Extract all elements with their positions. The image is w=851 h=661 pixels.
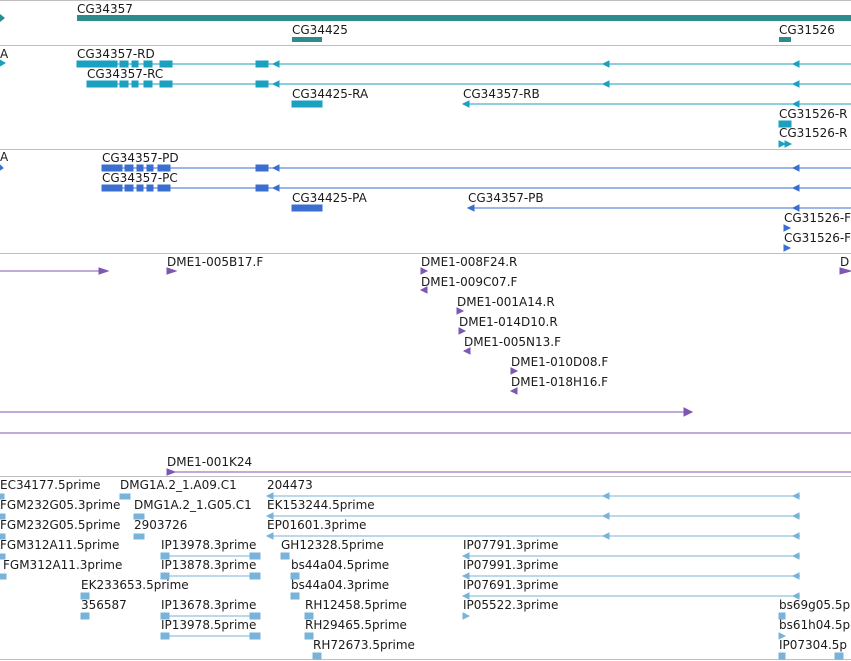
est-label[interactable]: RH29465.5prime <box>305 618 407 632</box>
bac-label[interactable]: DME1-009C07.F <box>421 275 518 289</box>
transcript-label[interactable]: A <box>0 47 9 61</box>
bac-label[interactable]: DME1-018H16.F <box>511 375 609 389</box>
transcript-label[interactable]: CG34425-RA <box>292 87 369 101</box>
est-label[interactable]: DMG1A.2_1.G05.C1 <box>134 498 252 512</box>
protein-track <box>0 149 851 253</box>
est-label[interactable]: RH12458.5prime <box>305 598 407 612</box>
protein-label[interactable]: CG34357-PD <box>102 151 179 165</box>
gene-glyphs[interactable] <box>0 14 851 42</box>
est-label[interactable]: GH12328.5prime <box>281 538 384 552</box>
est-label[interactable]: IP13678.3prime <box>161 598 257 612</box>
bac-track <box>0 253 851 476</box>
gene-track <box>0 0 851 45</box>
bac-label[interactable]: DME1-010D08.F <box>511 355 609 369</box>
protein-label[interactable]: CG34425-PA <box>292 191 367 205</box>
bac-glyphs[interactable] <box>0 267 851 476</box>
est-label[interactable]: EK233653.5prime <box>81 578 189 592</box>
est-label[interactable]: FGM232G05.3prime <box>0 498 121 512</box>
protein-label[interactable]: CG34357-PC <box>102 171 178 185</box>
est-label[interactable]: bs44a04.5prime <box>291 558 390 572</box>
est-label[interactable]: IP13978.3prime <box>161 538 257 552</box>
est-track <box>0 476 851 660</box>
est-label[interactable]: FGM312A11.5prime <box>0 538 120 552</box>
bottom-border <box>0 659 851 661</box>
est-label[interactable]: 204473 <box>267 478 313 492</box>
bac-label[interactable]: DME1-008F24.R <box>421 255 518 269</box>
transcript-label[interactable]: CG34357-RD <box>77 47 155 61</box>
est-label[interactable]: IP05522.3prime <box>463 598 559 612</box>
bac-label[interactable]: DME1-001K24 <box>167 455 253 469</box>
est-label[interactable]: RH72673.5prime <box>313 638 415 652</box>
transcript-label[interactable]: CG31526-R <box>779 126 848 140</box>
est-label[interactable]: bs61h04.5p <box>779 618 851 632</box>
gene-label[interactable]: CG34425 <box>292 23 348 37</box>
bac-label[interactable]: DME1-014D10.R <box>459 315 558 329</box>
protein-label[interactable]: A <box>0 150 9 164</box>
est-label[interactable]: EC34177.5prime <box>0 478 101 492</box>
protein-label[interactable]: CG34357-PB <box>468 191 544 205</box>
transcript-label[interactable]: CG34357-RB <box>463 87 540 101</box>
est-glyphs[interactable] <box>0 492 844 660</box>
est-label[interactable]: FGM232G05.5prime <box>0 518 121 532</box>
est-label[interactable]: IP13878.3prime <box>161 558 257 572</box>
transcript-label[interactable]: CG31526-R <box>779 107 848 121</box>
est-label[interactable]: IP07791.3prime <box>463 538 559 552</box>
est-label[interactable]: FGM312A11.3prime <box>3 558 123 572</box>
protein-label[interactable]: CG31526-F <box>784 211 851 225</box>
transcript-glyphs[interactable] <box>0 59 851 148</box>
est-label[interactable]: IP07991.3prime <box>463 558 559 572</box>
est-label[interactable]: DMG1A.2_1.A09.C1 <box>120 478 237 492</box>
bac-label[interactable]: DME1-005N13.F <box>464 335 562 349</box>
bac-label[interactable]: DME1-005B17.F <box>167 255 264 269</box>
est-label[interactable]: IP07691.3prime <box>463 578 559 592</box>
protein-glyphs[interactable] <box>0 164 851 252</box>
est-label[interactable]: 2903726 <box>134 518 188 532</box>
bac-label[interactable]: D <box>840 255 850 269</box>
bac-label[interactable]: DME1-001A14.R <box>457 295 555 309</box>
transcript-label[interactable]: CG34357-RC <box>87 67 164 81</box>
est-label[interactable]: EK153244.5prime <box>267 498 375 512</box>
est-label[interactable]: 356587 <box>81 598 127 612</box>
est-label[interactable]: EP01601.3prime <box>267 518 367 532</box>
gene-label[interactable]: CG31526 <box>779 23 835 37</box>
transcript-track <box>0 45 851 149</box>
est-label[interactable]: bs44a04.3prime <box>291 578 390 592</box>
est-label[interactable]: IP07304.5p <box>779 638 848 652</box>
est-label[interactable]: bs69g05.5p <box>779 598 851 612</box>
est-label[interactable]: IP13978.5prime <box>161 618 257 632</box>
protein-label[interactable]: CG31526-F <box>784 231 851 245</box>
gene-label[interactable]: CG34357 <box>77 2 133 16</box>
